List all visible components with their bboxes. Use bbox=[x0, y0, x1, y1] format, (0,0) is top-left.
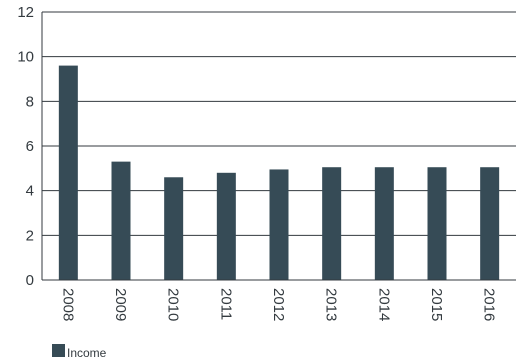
y-tick-label: 0 bbox=[26, 272, 34, 289]
legend: Income bbox=[52, 344, 107, 360]
x-tick-label: 2008 bbox=[59, 288, 76, 321]
x-tick-label: 2010 bbox=[165, 288, 182, 321]
x-axis-ticks: 2008 2009 2010 2011 2012 2013 2014 2015 2016 bbox=[59, 288, 497, 321]
bars bbox=[58, 65, 500, 280]
bar-2012 bbox=[269, 169, 289, 280]
x-tick-label: 2014 bbox=[375, 288, 392, 321]
y-tick-label: 12 bbox=[17, 4, 34, 21]
x-tick-label: 2012 bbox=[270, 288, 287, 321]
bar-2011 bbox=[216, 172, 236, 280]
bar-2008 bbox=[58, 65, 78, 280]
bar-2015 bbox=[427, 167, 447, 280]
bar-2016 bbox=[480, 167, 500, 280]
bar-2010 bbox=[164, 177, 184, 280]
y-tick-label: 8 bbox=[26, 93, 34, 110]
y-tick-label: 2 bbox=[26, 227, 34, 244]
bar-2014 bbox=[374, 167, 394, 280]
y-tick-label: 4 bbox=[26, 183, 34, 200]
x-tick-label: 2011 bbox=[217, 288, 234, 320]
x-tick-label: 2015 bbox=[428, 288, 445, 321]
x-tick-label: 2016 bbox=[481, 288, 498, 321]
legend-label-income: Income bbox=[67, 346, 107, 360]
legend-swatch-income bbox=[52, 344, 65, 357]
y-axis-ticks: 0 2 4 6 8 10 12 bbox=[17, 4, 34, 289]
bar-2013 bbox=[322, 167, 342, 280]
y-tick-label: 10 bbox=[17, 49, 34, 66]
x-tick-label: 2009 bbox=[112, 288, 129, 321]
y-tick-label: 6 bbox=[26, 138, 34, 155]
x-tick-label: 2013 bbox=[323, 288, 340, 321]
bar-2009 bbox=[111, 161, 131, 280]
